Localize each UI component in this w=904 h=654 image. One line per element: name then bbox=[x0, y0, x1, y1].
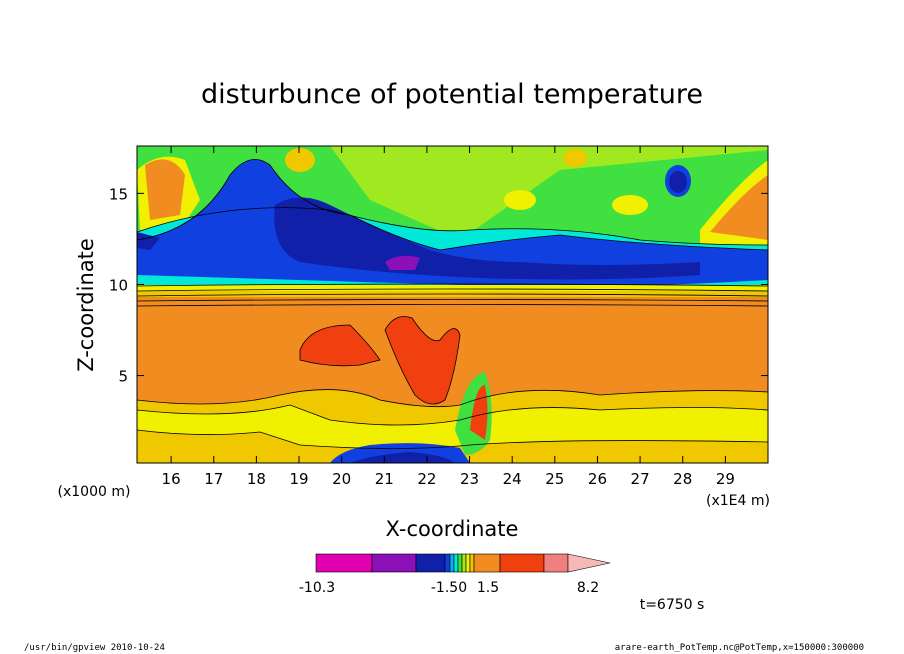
x-tick-label: 19 bbox=[289, 470, 308, 488]
x-tick-label: 23 bbox=[460, 470, 479, 488]
x-tick-label: 20 bbox=[332, 470, 351, 488]
colorbar-label-max: 8.2 bbox=[577, 580, 599, 596]
colorbar bbox=[315, 553, 611, 573]
upper-darkblue-blob bbox=[669, 171, 687, 193]
colorbar-segment bbox=[461, 553, 467, 573]
x-axis: 16 17 18 19 20 21 22 23 24 25 26 27 28 29 bbox=[162, 146, 735, 488]
x-tick-label: 25 bbox=[545, 470, 564, 488]
x-tick-label: 21 bbox=[375, 470, 394, 488]
colorbar-label-pos: 1.5 bbox=[477, 580, 499, 596]
colorbar-segment bbox=[415, 553, 446, 573]
colorbar-segment bbox=[371, 553, 417, 573]
y-unit-label: (x1000 m) bbox=[58, 484, 131, 500]
x-tick-label: 18 bbox=[247, 470, 266, 488]
colorbar-segment bbox=[453, 553, 459, 573]
x-axis-label: X-coordinate bbox=[386, 517, 519, 541]
colorbar-arrow bbox=[567, 553, 611, 573]
y-tick-label: 15 bbox=[109, 185, 128, 203]
y-axis-label: Z-coordinate bbox=[74, 238, 98, 372]
colorbar-label-min: -10.3 bbox=[299, 580, 335, 596]
upper-blob-4 bbox=[612, 195, 648, 215]
mountain-wave-red bbox=[470, 385, 488, 440]
plot-field bbox=[137, 146, 768, 463]
x-tick-label: 16 bbox=[162, 470, 181, 488]
colorbar-segment bbox=[543, 553, 569, 573]
upper-blob-3 bbox=[504, 190, 536, 210]
colorbar-segment bbox=[444, 553, 451, 573]
x-tick-label: 28 bbox=[673, 470, 692, 488]
x-tick-label: 22 bbox=[417, 470, 436, 488]
purple-blob bbox=[385, 255, 420, 270]
time-label: t=6750 s bbox=[640, 597, 705, 613]
darkblue-band bbox=[274, 197, 700, 280]
x-unit-label: (x1E4 m) bbox=[706, 493, 770, 509]
x-tick-label: 24 bbox=[503, 470, 522, 488]
colorbar-segment bbox=[473, 553, 501, 573]
colorbar-label-neg: -1.50 bbox=[431, 580, 467, 596]
plot-frame bbox=[136, 145, 769, 464]
chart-title: disturbunce of potential temperature bbox=[201, 79, 703, 110]
red-core-1 bbox=[300, 325, 380, 366]
x-tick-label: 29 bbox=[716, 470, 735, 488]
x-tick-label: 26 bbox=[588, 470, 607, 488]
upper-blob-1 bbox=[285, 148, 315, 172]
colorbar-segment bbox=[449, 553, 455, 573]
x-tick-label: 27 bbox=[631, 470, 650, 488]
upper-lightgreen-region bbox=[137, 146, 768, 240]
contour-lines bbox=[137, 158, 768, 449]
upper-orange-left bbox=[145, 159, 185, 220]
yellow-layer-1 bbox=[137, 285, 768, 291]
footer-right: arare-earth_PotTemp.nc@PotTemp,x=150000:… bbox=[615, 643, 864, 653]
y-tick-label: 5 bbox=[118, 368, 128, 386]
y-axis: 5 10 15 bbox=[109, 185, 768, 386]
colorbar-segment bbox=[457, 553, 463, 573]
lower-darkblue-blob bbox=[350, 452, 455, 463]
y-tick-label: 10 bbox=[109, 276, 128, 294]
colorbar-segment bbox=[499, 553, 545, 573]
x-tick-label: 17 bbox=[204, 470, 223, 488]
colorbar-segment bbox=[469, 553, 475, 573]
colorbar-segment bbox=[465, 553, 471, 573]
upper-blob-2 bbox=[563, 149, 587, 167]
colorbar-segment bbox=[315, 553, 373, 573]
footer-left: /usr/bin/gpview 2010-10-24 bbox=[24, 643, 165, 653]
upper-orange-right bbox=[710, 175, 768, 240]
